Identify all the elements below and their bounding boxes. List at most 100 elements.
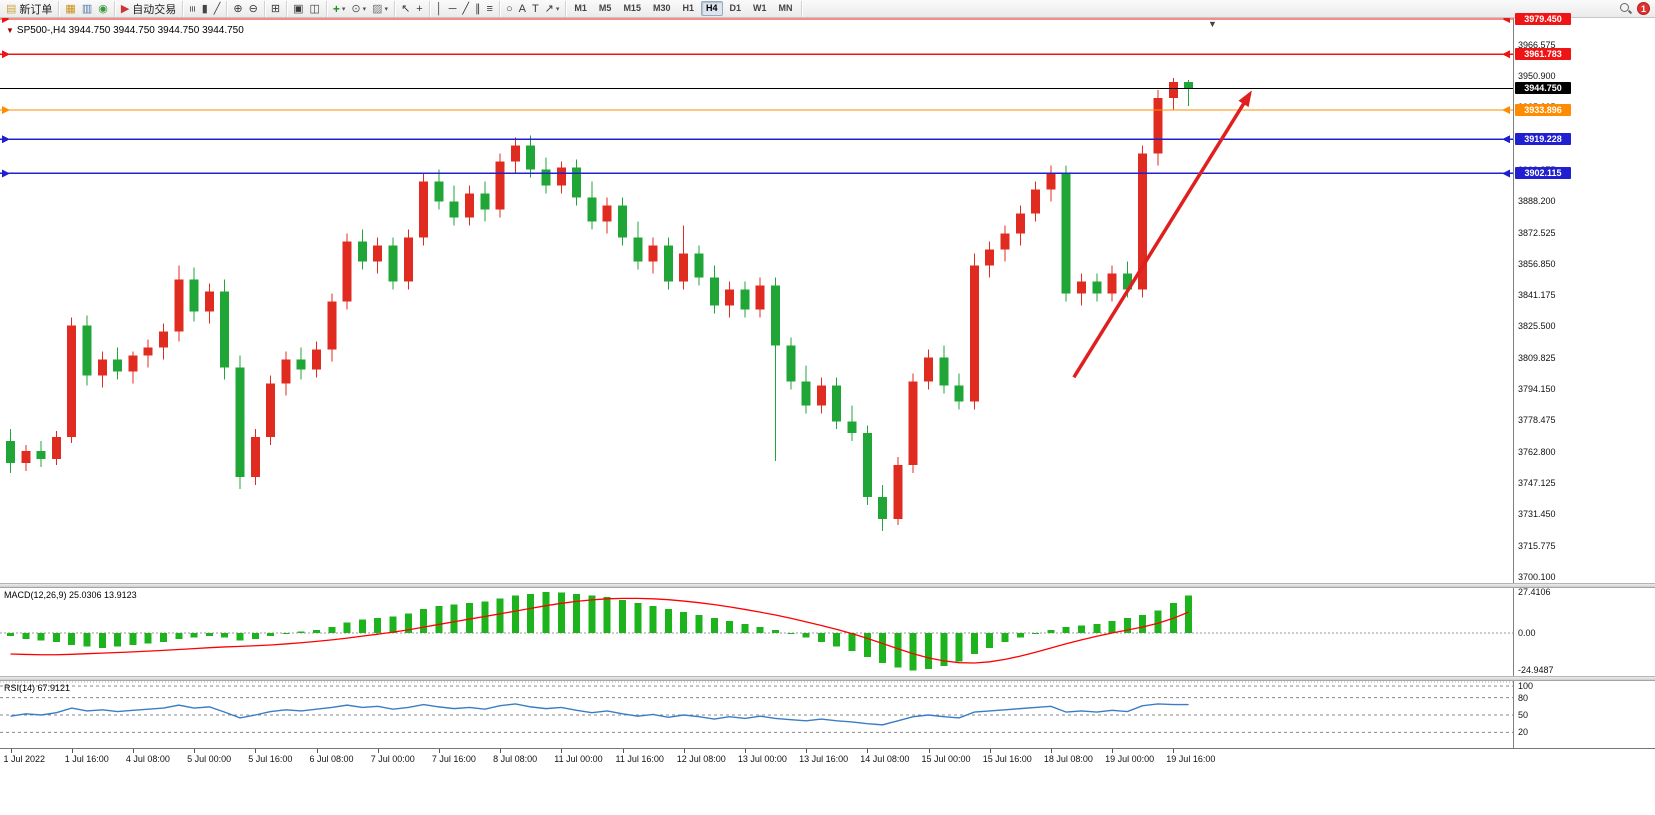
new-order-label: 新订单	[19, 3, 53, 16]
toolbar-group: ▣ ◫	[287, 0, 327, 17]
ellipse-tool-icon: ○	[505, 2, 513, 15]
chart-period-caret-icon[interactable]: ▾	[362, 5, 367, 13]
timeframe-mn-button[interactable]: MN	[778, 3, 793, 13]
trend-arrow-annotation[interactable]	[1072, 90, 1252, 379]
axis-border	[1513, 18, 1514, 748]
candlestick	[786, 337, 796, 390]
macd-histogram-bar	[970, 633, 978, 654]
market-watch-button[interactable]: ▦	[62, 1, 78, 17]
candlestick-chart-button[interactable]: ▮	[199, 1, 211, 17]
candlestick	[189, 267, 199, 322]
timeframe-m1-button[interactable]: M1	[574, 3, 587, 13]
macd-histogram-bar	[619, 600, 626, 633]
time-axis-tick	[377, 749, 379, 753]
scroll-to-end-marker[interactable]: ▼	[1208, 19, 1217, 29]
channel-tool-button[interactable]: ∥	[472, 1, 484, 17]
candlestick	[357, 229, 367, 270]
candlestick	[908, 373, 918, 474]
add-indicator-button[interactable]: + ▾	[330, 1, 349, 17]
tile-windows-button[interactable]: ⊞	[268, 1, 283, 17]
notification-badge[interactable]: 1	[1637, 2, 1650, 15]
symbol-marker-icon: ▼	[6, 26, 14, 35]
candlestick	[143, 339, 153, 368]
navigator-button[interactable]: ◉	[95, 1, 111, 17]
timeframe-h1-button[interactable]: H1	[682, 3, 694, 13]
line-chart-button[interactable]: ╱	[211, 1, 224, 17]
time-axis-label: 11 Jul 00:00	[554, 754, 603, 764]
candlestick	[648, 237, 658, 274]
price-axis: 3966.5753950.9003935.2253919.5503903.875…	[1513, 13, 1655, 748]
zoom-out-button[interactable]: ⊖	[246, 1, 261, 17]
arrow-tool-icon: ↗	[544, 2, 554, 15]
macd-histogram-bar	[634, 603, 642, 633]
new-order-button[interactable]: ▤ 新订单	[3, 1, 55, 17]
vertical-line-tool-button[interactable]: │	[433, 1, 446, 17]
time-axis-label: 5 Jul 00:00	[187, 754, 232, 764]
timeframe-m15-button[interactable]: M15	[623, 3, 641, 13]
label-tool-button[interactable]: T	[529, 1, 542, 17]
time-axis-tick	[867, 749, 869, 753]
timeframe-m5-button[interactable]: M5	[598, 3, 612, 13]
chart-period-button[interactable]: ⊙ ▾	[348, 1, 369, 17]
price-chart-panel[interactable]: ▼ SP500-,H4 3944.750 3944.750 3944.750 39…	[0, 18, 1513, 583]
ellipse-tool-button[interactable]: ○	[503, 1, 516, 17]
time-axis-tick	[1112, 749, 1114, 753]
candlestick	[1168, 77, 1178, 110]
time-axis-label: 1 Jul 2022	[3, 754, 46, 764]
macd-histogram-bar	[251, 633, 259, 639]
text-tool-button[interactable]: A	[516, 1, 529, 17]
candlestick-chart	[0, 18, 1513, 532]
macd-histogram-bar	[83, 633, 91, 647]
chart-template-caret-icon[interactable]: ▾	[384, 5, 389, 13]
timeframe-m30-button[interactable]: M30	[652, 3, 671, 13]
horizontal-line-tool-button[interactable]: ─	[446, 1, 460, 17]
time-axis-label: 15 Jul 16:00	[982, 754, 1032, 764]
auto-trading-button[interactable]: ▶ 自动交易	[118, 1, 179, 17]
arrow-tool-caret-icon[interactable]: ▾	[555, 5, 560, 13]
macd-chart	[0, 591, 1513, 671]
data-window-button[interactable]: ▥	[79, 1, 95, 17]
timeframe-group: M1 M5 M15 M30 H1 H4 D1 W1 MN	[566, 0, 802, 17]
new-order-icon: ▤	[6, 2, 17, 15]
candlestick	[1092, 273, 1102, 302]
macd-histogram-bar	[1078, 625, 1085, 633]
rsi-panel-divider[interactable]	[0, 676, 1655, 681]
cascade-windows-button[interactable]: ▣	[290, 1, 306, 17]
price-axis-label: 3778.475	[1518, 415, 1556, 426]
fibonacci-tool-button[interactable]: ≡	[484, 1, 496, 17]
candlestick	[602, 197, 612, 234]
add-indicator-caret-icon[interactable]: ▾	[341, 5, 346, 13]
cursor-tool-button[interactable]: ↖	[398, 1, 413, 17]
time-axis-tick	[10, 749, 12, 753]
price-axis-label: 3825.500	[1518, 321, 1556, 332]
rsi-axis-label: 20	[1518, 727, 1529, 738]
arrow-tool-button[interactable]: ↗ ▾	[542, 1, 563, 17]
macd-panel-divider[interactable]	[0, 583, 1655, 588]
macd-histogram-bar	[313, 630, 320, 633]
candlestick-chart-icon: ▮	[201, 2, 208, 15]
macd-signal-line	[10, 597, 1189, 664]
candlestick	[1061, 165, 1071, 302]
macd-histogram-bar	[573, 594, 581, 633]
chart-template-button[interactable]: ▨ ▾	[369, 1, 391, 17]
line-chart-icon: ╱	[213, 2, 221, 15]
macd-histogram-bar	[1093, 624, 1101, 633]
price-axis-label: 3794.150	[1518, 384, 1556, 394]
rsi-line	[10, 703, 1189, 726]
time-axis-label: 7 Jul 00:00	[370, 754, 415, 764]
timeframe-w1-button[interactable]: W1	[753, 3, 767, 13]
candlestick	[985, 241, 995, 278]
cascade-windows-icon: ▣	[293, 2, 304, 15]
search-icon[interactable]	[1619, 2, 1632, 15]
timeframe-h4-button[interactable]: H4	[700, 1, 723, 16]
bar-chart-button[interactable]: ≡	[186, 1, 199, 17]
zoom-in-button[interactable]: ⊕	[230, 1, 245, 17]
macd-axis-label: 0.00	[1518, 628, 1536, 638]
toolbar-group: ⊕ ⊖	[227, 0, 265, 17]
trendline-tool-button[interactable]: ╱	[459, 1, 472, 17]
timeframe-d1-button[interactable]: D1	[729, 3, 742, 13]
arrange-horizontal-button[interactable]: ◫	[306, 1, 322, 17]
time-axis-tick	[806, 749, 808, 753]
crosshair-tool-button[interactable]: +	[413, 1, 425, 17]
candlestick	[587, 181, 597, 230]
